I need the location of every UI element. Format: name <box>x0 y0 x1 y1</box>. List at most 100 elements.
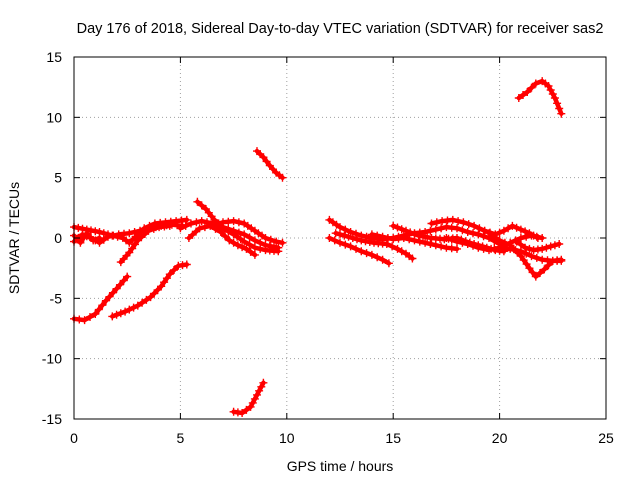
data-point-marker <box>95 234 104 242</box>
data-point-marker <box>536 269 544 277</box>
x-tick-label: 15 <box>385 430 401 446</box>
data-point-marker <box>393 244 402 253</box>
data-point-marker <box>170 266 178 274</box>
data-point-marker <box>384 259 393 268</box>
data-point-marker <box>341 225 350 234</box>
data-point-marker <box>94 305 103 314</box>
data-point-marker <box>79 234 88 242</box>
data-point-marker <box>233 241 242 250</box>
data-point-marker <box>463 228 472 236</box>
series-arc-16 <box>367 230 461 253</box>
data-point-marker <box>146 293 155 302</box>
data-point-marker <box>426 226 435 235</box>
data-point-marker <box>542 243 551 252</box>
data-point-marker <box>516 240 525 249</box>
series-arc-12 <box>229 378 268 417</box>
data-point-marker <box>399 234 408 242</box>
data-point-marker <box>464 220 473 229</box>
data-point-marker <box>521 243 530 252</box>
data-point-marker <box>336 238 344 247</box>
data-point-marker <box>336 223 344 232</box>
series-arc-21 <box>512 237 564 255</box>
data-point-marker <box>98 301 107 310</box>
data-point-marker <box>133 301 142 310</box>
data-point-marker <box>128 244 137 253</box>
data-point-marker <box>523 88 532 96</box>
data-point-marker <box>116 280 125 289</box>
data-point-marker <box>336 230 344 239</box>
data-point-marker <box>278 238 287 247</box>
series-arc-22 <box>495 244 566 265</box>
data-point-marker <box>557 256 566 265</box>
data-point-marker <box>512 223 521 232</box>
data-point-marker <box>229 217 238 226</box>
data-point-marker <box>76 238 85 247</box>
data-point-marker <box>197 217 206 226</box>
x-tick-label: 10 <box>279 430 295 446</box>
data-point-marker <box>123 272 132 281</box>
data-point-marker <box>432 218 441 227</box>
data-point-marker <box>448 215 457 224</box>
data-point-marker <box>389 221 398 230</box>
data-point-marker <box>470 221 479 230</box>
data-point-marker <box>393 223 402 232</box>
y-tick-label: -5 <box>50 290 63 306</box>
data-point-marker <box>474 243 483 252</box>
data-point-marker <box>423 233 432 242</box>
data-point-marker <box>522 249 531 258</box>
data-point-marker <box>532 253 541 262</box>
data-point-marker <box>149 224 158 233</box>
data-point-marker <box>453 224 461 233</box>
series-arc-15 <box>331 229 417 263</box>
data-point-marker <box>195 224 204 233</box>
data-point-marker <box>74 223 83 232</box>
data-point-marker <box>382 240 391 248</box>
data-point-marker <box>357 247 366 256</box>
data-point-marker <box>447 235 456 244</box>
data-point-marker <box>274 243 283 252</box>
data-point-marker <box>522 260 531 269</box>
data-point-marker <box>373 231 382 240</box>
series-arc-10 <box>208 217 287 247</box>
data-point-marker <box>112 284 121 293</box>
data-point-marker <box>262 157 271 166</box>
data-point-marker <box>125 305 134 314</box>
data-point-marker <box>479 232 488 241</box>
data-point-marker <box>265 242 274 250</box>
data-point-marker <box>463 240 472 248</box>
data-point-marker <box>216 228 225 236</box>
data-point-marker <box>234 218 243 227</box>
data-point-marker <box>550 94 559 102</box>
x-tick-label: 20 <box>492 430 508 446</box>
data-point-marker <box>361 237 370 246</box>
data-series <box>70 77 566 417</box>
data-point-marker <box>373 253 382 262</box>
data-point-marker <box>192 218 201 227</box>
data-point-marker <box>479 244 488 253</box>
data-point-marker <box>238 409 247 417</box>
data-point-marker <box>427 219 436 228</box>
data-point-marker <box>221 232 230 241</box>
data-point-marker <box>165 270 174 279</box>
data-point-marker <box>348 234 357 242</box>
data-point-marker <box>256 238 265 247</box>
data-point-marker <box>245 233 254 242</box>
data-point-marker <box>511 246 520 255</box>
data-point-marker <box>538 234 547 242</box>
series-arc-11 <box>253 147 287 182</box>
series-arc-5 <box>108 260 191 321</box>
data-point-marker <box>108 312 117 321</box>
series-arc-4 <box>70 272 132 325</box>
data-point-marker <box>538 244 547 253</box>
data-point-marker <box>415 237 424 246</box>
y-tick-label: -10 <box>42 351 62 367</box>
data-point-marker <box>242 244 251 253</box>
x-axis-label: GPS time / hours <box>287 458 394 474</box>
y-tick-label: 0 <box>54 230 62 246</box>
data-point-marker <box>419 232 427 241</box>
data-point-marker <box>99 235 108 244</box>
data-point-marker <box>200 223 209 232</box>
data-point-marker <box>89 236 98 245</box>
plot-frame <box>73 56 607 420</box>
